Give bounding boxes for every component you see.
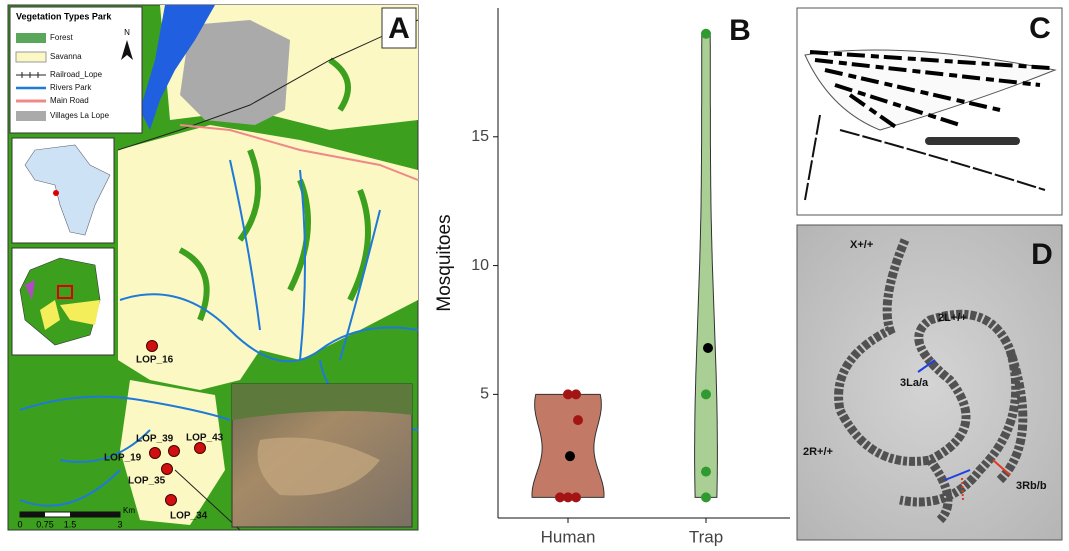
legend-swatch xyxy=(16,52,46,62)
panel-label: A xyxy=(388,12,410,45)
data-point xyxy=(701,467,711,477)
site-label: LOP_43 xyxy=(186,433,224,444)
data-point xyxy=(701,389,711,399)
panel-label: B xyxy=(729,14,751,47)
data-point xyxy=(701,29,711,39)
figure: Vegetation Types Park Forest Savanna Rai… xyxy=(0,0,1069,551)
x-tick-label: Human xyxy=(541,527,596,546)
mean-point xyxy=(703,343,713,353)
map-panel: Vegetation Types Park Forest Savanna Rai… xyxy=(8,5,418,530)
site-marker xyxy=(162,464,173,475)
chromosome-label: 2R+/+ xyxy=(803,446,833,458)
site-marker xyxy=(169,446,180,457)
proboscis xyxy=(925,137,1020,145)
scale-unit: Km xyxy=(123,506,135,515)
scale-bar xyxy=(70,512,120,517)
chromosome-label: 3La/a xyxy=(900,377,929,389)
site-label: LOP_35 xyxy=(128,476,166,487)
site-label: LOP_39 xyxy=(136,434,174,445)
chromosome-label: 2L+/+ xyxy=(938,312,967,324)
mean-point xyxy=(565,451,575,461)
data-point xyxy=(573,415,583,425)
violin-chart: B Mosquitoes 5 10 15 Human Trap xyxy=(434,8,790,546)
chromosome-label: X+/+ xyxy=(850,239,873,251)
data-point xyxy=(555,492,565,502)
scale-label: 0.75 xyxy=(36,519,54,529)
scale-label: 1.5 xyxy=(64,519,77,529)
site-marker xyxy=(147,341,158,352)
north-label: N xyxy=(124,28,130,37)
legend-swatch xyxy=(16,33,46,43)
violin xyxy=(532,394,604,497)
y-tick-label: 5 xyxy=(480,386,489,403)
x-tick-label: Trap xyxy=(689,527,723,546)
chromosome-panel: X+/+ 2L+/+ 3La/a 2R+/+ 3Rb/b D xyxy=(797,225,1062,540)
legend-label: Railroad_Lope xyxy=(50,70,103,79)
legend-label: Villages La Lope xyxy=(50,111,110,120)
y-tick-label: 15 xyxy=(471,128,489,145)
legend-label: Main Road xyxy=(50,96,89,105)
wing-panel: C xyxy=(797,8,1062,215)
legend-swatch xyxy=(16,111,46,121)
violin xyxy=(695,34,718,498)
data-point xyxy=(701,492,711,502)
site-marker xyxy=(195,443,206,454)
legend-label: Savanna xyxy=(50,52,82,61)
legend-title: Vegetation Types Park xyxy=(16,11,112,21)
study-site-marker xyxy=(53,190,59,196)
legend-label: Forest xyxy=(50,33,73,42)
legend-label: Rivers Park xyxy=(50,83,92,92)
site-marker xyxy=(166,495,177,506)
data-point xyxy=(571,389,581,399)
site-label: LOP_19 xyxy=(104,453,142,464)
data-point xyxy=(571,492,581,502)
chromosome-label: 3Rb/b xyxy=(1016,480,1047,492)
site-marker xyxy=(150,448,161,459)
panel-label: D xyxy=(1031,238,1053,271)
panel-label: C xyxy=(1029,12,1051,45)
y-axis-title: Mosquitoes xyxy=(434,214,455,311)
site-label: LOP_34 xyxy=(170,511,208,522)
scale-label: 0 xyxy=(17,519,22,529)
scale-label: 3 xyxy=(117,519,122,529)
scale-bar xyxy=(20,512,45,517)
site-label: LOP_16 xyxy=(136,355,174,366)
y-tick-label: 10 xyxy=(471,257,489,274)
